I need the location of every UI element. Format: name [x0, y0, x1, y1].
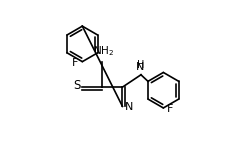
Text: NH$_2$: NH$_2$ — [93, 44, 114, 58]
Text: H: H — [136, 60, 144, 70]
Text: F: F — [167, 104, 174, 115]
Text: F: F — [72, 58, 78, 68]
Text: S: S — [73, 79, 80, 92]
Text: N: N — [125, 102, 134, 112]
Text: N: N — [136, 62, 144, 73]
